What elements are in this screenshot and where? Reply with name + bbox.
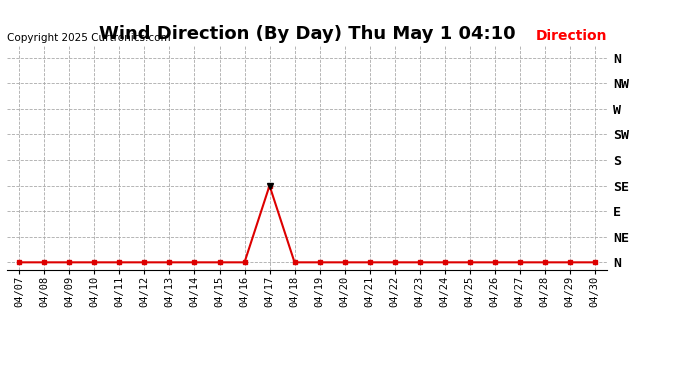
Title: Wind Direction (By Day) Thu May 1 04:10: Wind Direction (By Day) Thu May 1 04:10 (99, 26, 515, 44)
Text: Direction: Direction (535, 29, 607, 43)
Text: Copyright 2025 Curtronics.com: Copyright 2025 Curtronics.com (7, 33, 170, 43)
